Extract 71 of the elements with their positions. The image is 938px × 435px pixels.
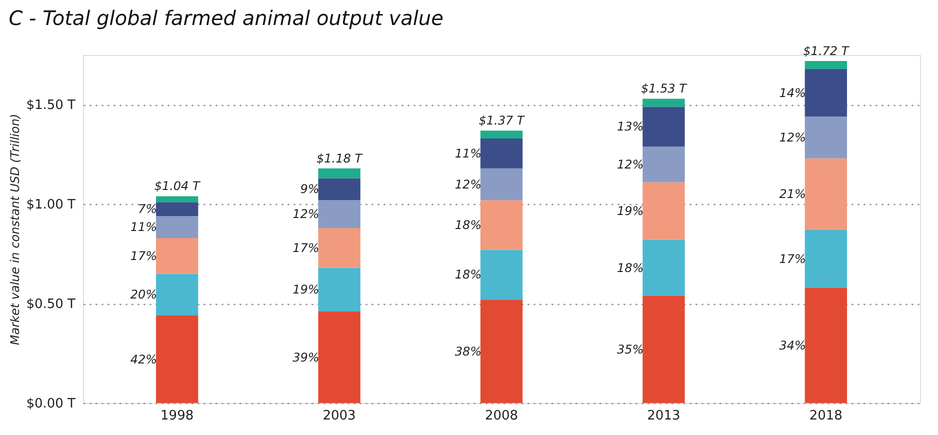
bar <box>642 240 685 296</box>
annotation: 7% <box>138 202 158 216</box>
annotation: 19% <box>617 204 644 218</box>
bar <box>318 200 360 228</box>
bar <box>480 250 523 300</box>
bar <box>642 106 685 146</box>
annotation: 20% <box>130 288 158 302</box>
y-tick-label: $1.00 T <box>26 198 76 213</box>
bar <box>156 216 198 238</box>
y-tick-label: $1.50 T <box>26 98 76 114</box>
bar <box>804 116 848 158</box>
bar <box>480 138 523 168</box>
chart-title: C - Total global farmed animal output value <box>8 6 444 30</box>
annotation: 19% <box>292 282 320 297</box>
annotation: 18% <box>454 218 482 232</box>
bar <box>318 228 360 268</box>
total-label: $1.04 T <box>154 179 202 194</box>
total-label: $1.37 T <box>478 114 526 128</box>
bar <box>804 60 848 69</box>
bar <box>156 196 198 202</box>
bar <box>804 68 848 117</box>
bar <box>804 230 848 288</box>
bar <box>156 316 198 403</box>
bar <box>480 300 523 403</box>
bar <box>318 168 360 178</box>
annotation: 12% <box>779 130 806 145</box>
bar <box>642 98 685 107</box>
annotation: 12% <box>292 207 320 222</box>
bar <box>642 146 685 182</box>
x-tick-label: 1998 <box>160 408 194 424</box>
annotation: 34% <box>779 338 806 352</box>
x-tick-label: 2008 <box>484 408 518 424</box>
y-axis-title: Market value in constant USD (Trillion) <box>8 114 22 346</box>
x-tick-label: 2013 <box>647 408 680 424</box>
total-label: $1.72 T <box>803 44 850 58</box>
annotation: 18% <box>617 260 644 275</box>
annotation: 11% <box>130 220 158 234</box>
annotation: 17% <box>292 240 320 255</box>
bar <box>480 200 523 250</box>
y-tick-label: $0.50 T <box>26 297 76 312</box>
x-tick-label: 2018 <box>809 408 842 424</box>
bar <box>156 274 198 316</box>
annotation: 17% <box>130 248 158 263</box>
bar <box>318 312 360 403</box>
y-tick-label: $0.00 T <box>26 396 76 412</box>
x-tick-label: 2003 <box>322 408 356 424</box>
bar <box>318 268 360 312</box>
bar <box>318 178 360 200</box>
bar <box>480 130 523 139</box>
bar <box>156 202 198 216</box>
annotation: 35% <box>617 342 644 356</box>
bar <box>156 238 198 274</box>
bar <box>642 296 685 403</box>
bar <box>642 182 685 240</box>
annotation: 12% <box>617 157 644 172</box>
annotation: 42% <box>130 352 158 366</box>
annotation: 18% <box>454 268 482 282</box>
annotation: 21% <box>779 187 806 202</box>
annotation: 17% <box>779 252 806 266</box>
total-label: $1.18 T <box>316 151 364 166</box>
bar <box>804 288 848 403</box>
annotation: 9% <box>300 182 320 196</box>
annotation: 38% <box>454 344 482 358</box>
total-label: $1.53 T <box>640 82 688 96</box>
annotation: 39% <box>292 350 320 364</box>
annotation: 11% <box>454 146 482 160</box>
annotation: 13% <box>617 120 644 134</box>
bar <box>804 158 848 230</box>
bar <box>480 168 523 200</box>
annotation: 14% <box>779 86 806 100</box>
annotation: 12% <box>454 177 482 192</box>
